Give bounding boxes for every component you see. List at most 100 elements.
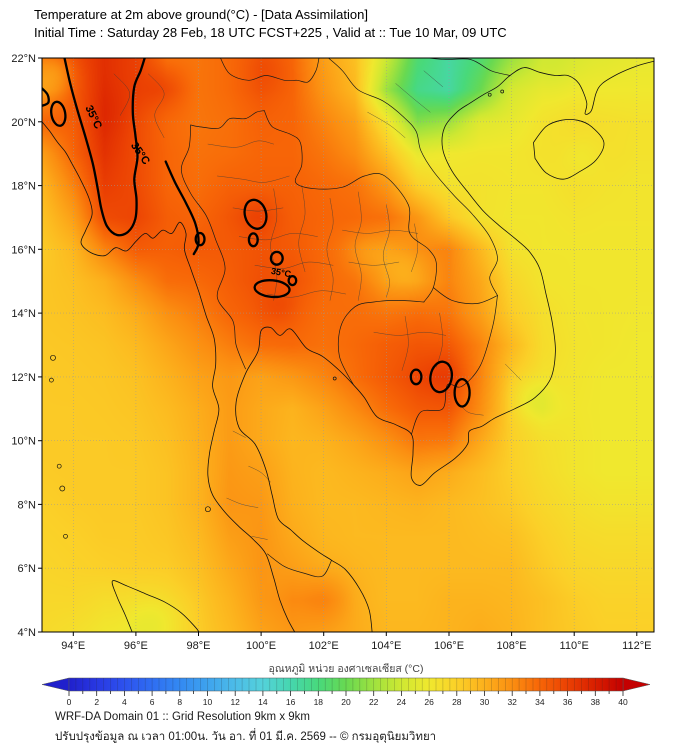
y-axis-label: 8°N: [18, 499, 37, 511]
contour35-loop: [50, 100, 67, 127]
colorbar-tick-label: 8: [177, 697, 182, 707]
contour35-loop: [269, 250, 284, 266]
border-th-kh: [337, 300, 425, 386]
contour35-left-edge: [42, 87, 50, 107]
x-axis-label: 106°E: [434, 640, 464, 652]
contour35-loop: [453, 377, 471, 408]
colorbar-tick-label: 10: [203, 697, 213, 707]
x-axis-label: 104°E: [371, 640, 401, 652]
province-boundary: [367, 111, 406, 138]
colorbar-tick-label: 24: [397, 697, 407, 707]
contour35-loop: [194, 231, 206, 247]
colorbar-tick-label: 18: [314, 697, 324, 707]
contour-label-35c: 35°C: [270, 266, 292, 279]
map-frame: [41, 57, 655, 633]
contour35-loop: [253, 279, 291, 299]
colorbar-tick-label: 14: [258, 697, 268, 707]
province-boundary: [354, 191, 362, 301]
x-axis-label: 110°E: [560, 640, 589, 652]
subtitle-init-valid-time: Initial Time : Saturday 28 Feb, 18 UTC F…: [34, 25, 507, 40]
island-outline: [59, 485, 66, 492]
contour35-loop: [409, 368, 423, 386]
temperature-field-canvas: [42, 58, 654, 632]
coast-hainan: [533, 118, 605, 180]
contour35-loop: [247, 232, 259, 248]
border-cn-mm-la: [220, 58, 320, 83]
x-axis-label: 112°E: [622, 640, 651, 652]
colorbar-tick-label: 40: [618, 697, 628, 707]
colorbar-tick-label: 26: [424, 697, 434, 707]
contour35-loop: [429, 360, 454, 394]
y-axis-label: 16°N: [11, 244, 36, 256]
province-boundary: [232, 430, 246, 438]
coast-sumatra: [111, 580, 200, 632]
border-cn-vn: [428, 58, 511, 76]
contour-label-35c: 35°C: [82, 104, 104, 131]
island-outline: [332, 376, 337, 381]
province-boundary: [373, 331, 447, 336]
province-boundary: [436, 312, 443, 368]
footer-update-info: ปรับปรุงข้อมูล ณ เวลา 01:00น. วัน อา. ที…: [55, 731, 437, 743]
island-outline: [63, 533, 68, 539]
y-axis-label: 6°N: [18, 563, 37, 575]
map-gridlines: [42, 58, 654, 632]
x-axis-label: 96°E: [124, 640, 148, 652]
colorbar-left-arrow: [41, 677, 70, 692]
province-boundary: [251, 536, 268, 540]
border-kh-vn: [411, 295, 498, 435]
colorbar-tick-label: 36: [563, 697, 573, 707]
border-la-kh: [432, 287, 498, 305]
colorbar-tick-label: 28: [452, 697, 462, 707]
province-boundary: [254, 261, 334, 269]
y-axis-label: 22°N: [11, 53, 36, 65]
province-boundary: [113, 73, 130, 116]
contour-label-35c: 35°C: [128, 140, 152, 167]
colorbar-tick-label: 38: [591, 697, 601, 707]
colorbar-tick-label: 12: [230, 697, 240, 707]
province-boundary: [382, 204, 390, 298]
x-axis-label: 108°E: [497, 640, 527, 652]
contour35-myanmar-band: [63, 58, 146, 237]
province-boundary: [342, 229, 418, 234]
y-axis-label: 10°N: [11, 436, 36, 448]
island-outline: [205, 506, 211, 513]
province-boundary: [207, 140, 274, 148]
y-axis-label: 12°N: [11, 372, 36, 384]
province-boundary: [348, 261, 400, 266]
province-boundary: [326, 198, 334, 301]
province-boundary: [270, 188, 278, 301]
colorbar-tick-label: 4: [122, 697, 127, 707]
province-boundary: [232, 207, 284, 212]
province-boundary: [148, 73, 165, 138]
colorbar-tick-label: 22: [369, 697, 379, 707]
border-mm-la-th-north: [190, 110, 265, 129]
page-title: Temperature at 2m above ground(°C) - [Da…: [34, 7, 368, 22]
x-axis-label: 94°E: [61, 640, 85, 652]
province-boundary: [505, 363, 522, 381]
colorbar-tick-label: 32: [507, 697, 517, 707]
island-outline: [487, 92, 492, 97]
colorbar-tick-label: 20: [341, 697, 351, 707]
coast-myanmar-malay-west: [42, 121, 296, 632]
coast-gulf-vietnam-china: [235, 60, 654, 632]
province-boundary: [395, 83, 431, 113]
border-mm-th: [180, 124, 246, 370]
colorbar-tick-label: 34: [535, 697, 545, 707]
y-axis-label: 4°N: [18, 627, 37, 639]
province-boundary: [238, 233, 318, 241]
province-boundary: [411, 223, 418, 272]
border-th-la: [263, 110, 437, 303]
province-boundary: [401, 316, 409, 371]
province-boundary: [298, 185, 306, 272]
y-axis-label: 18°N: [11, 181, 36, 193]
island-outline: [50, 354, 56, 361]
x-axis-label: 102°E: [309, 640, 339, 652]
island-outline: [49, 377, 54, 383]
border-my-th: [267, 553, 332, 578]
colorbar: อุณหภูมิ หน่วย องศาเซลเซียส (°C)0 2 4 6 8 10 1…: [41, 662, 651, 707]
province-boundary: [226, 497, 259, 508]
x-axis-label: 98°E: [187, 640, 211, 652]
contour35-loop: [287, 274, 298, 287]
colorbar-label: อุณหภูมิ หน่วย องศาเซลเซียส (°C): [269, 662, 424, 675]
